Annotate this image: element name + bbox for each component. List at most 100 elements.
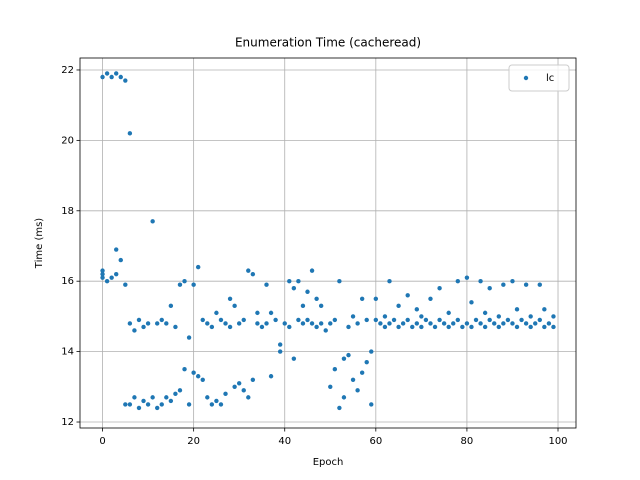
point	[209, 402, 215, 407]
point	[109, 74, 114, 80]
point	[455, 278, 461, 284]
point	[482, 324, 488, 330]
x-tick-label: 80	[461, 436, 474, 447]
point	[551, 314, 556, 319]
point	[318, 321, 324, 326]
point	[209, 324, 215, 330]
point	[296, 278, 301, 284]
point	[464, 275, 470, 280]
x-tick-label: 0	[99, 436, 105, 447]
plot-frame	[79, 57, 577, 429]
point	[382, 314, 388, 319]
point	[441, 321, 447, 326]
point	[104, 71, 110, 76]
point	[132, 395, 137, 400]
point	[419, 314, 424, 319]
point	[510, 278, 515, 284]
point	[505, 317, 511, 323]
legend-label: lc	[546, 73, 554, 84]
point	[200, 377, 205, 382]
point	[155, 405, 160, 411]
point	[419, 324, 424, 330]
point	[350, 377, 356, 382]
point	[528, 324, 533, 330]
point	[473, 317, 479, 323]
point	[287, 278, 292, 284]
point	[136, 405, 142, 411]
point	[341, 356, 347, 361]
point	[191, 370, 196, 375]
point	[501, 282, 506, 287]
point	[173, 324, 178, 330]
point	[323, 328, 328, 333]
point	[141, 398, 146, 404]
point	[346, 352, 351, 358]
point	[232, 303, 237, 309]
point	[118, 74, 123, 80]
point	[114, 271, 119, 277]
point	[214, 398, 219, 404]
point	[227, 324, 233, 330]
point	[291, 286, 297, 291]
point	[355, 321, 360, 326]
point	[369, 402, 374, 407]
point	[305, 289, 310, 294]
point	[487, 286, 492, 291]
point	[496, 314, 501, 319]
point	[168, 303, 174, 309]
point	[369, 349, 374, 354]
point	[478, 278, 483, 284]
point	[460, 324, 465, 330]
point	[223, 321, 228, 326]
point	[514, 307, 520, 312]
point	[378, 321, 383, 326]
point	[277, 349, 283, 354]
point	[537, 282, 542, 287]
point	[382, 324, 388, 330]
point	[236, 381, 242, 386]
point	[145, 402, 151, 407]
point	[159, 402, 164, 407]
point	[332, 317, 338, 323]
point	[332, 367, 338, 372]
point	[451, 321, 456, 326]
point	[250, 271, 256, 277]
point	[177, 388, 183, 393]
x-tick-label: 60	[369, 436, 382, 447]
point	[432, 324, 438, 330]
point	[232, 384, 237, 390]
point	[523, 282, 529, 287]
point	[346, 324, 351, 330]
point	[200, 317, 205, 323]
point	[523, 321, 529, 326]
point	[241, 317, 246, 323]
point	[205, 395, 210, 400]
point	[100, 268, 105, 273]
point	[259, 324, 265, 330]
point	[114, 247, 119, 252]
point	[478, 321, 483, 326]
point	[446, 310, 451, 316]
point	[273, 317, 278, 323]
point	[537, 317, 542, 323]
point	[300, 303, 306, 309]
point	[182, 367, 187, 372]
point	[268, 374, 274, 379]
point	[318, 303, 324, 309]
point	[528, 314, 533, 319]
point	[428, 296, 433, 301]
x-axis-label: Epoch	[313, 457, 344, 468]
point	[145, 321, 151, 326]
point	[287, 324, 292, 330]
point	[387, 278, 392, 284]
point	[168, 398, 174, 404]
point	[114, 71, 119, 76]
point	[314, 324, 319, 330]
point	[173, 391, 178, 397]
point	[542, 307, 547, 312]
y-tick-label: 18	[61, 206, 74, 217]
point	[123, 282, 128, 287]
y-tick-label: 22	[61, 65, 74, 76]
y-tick-label: 12	[61, 417, 74, 428]
